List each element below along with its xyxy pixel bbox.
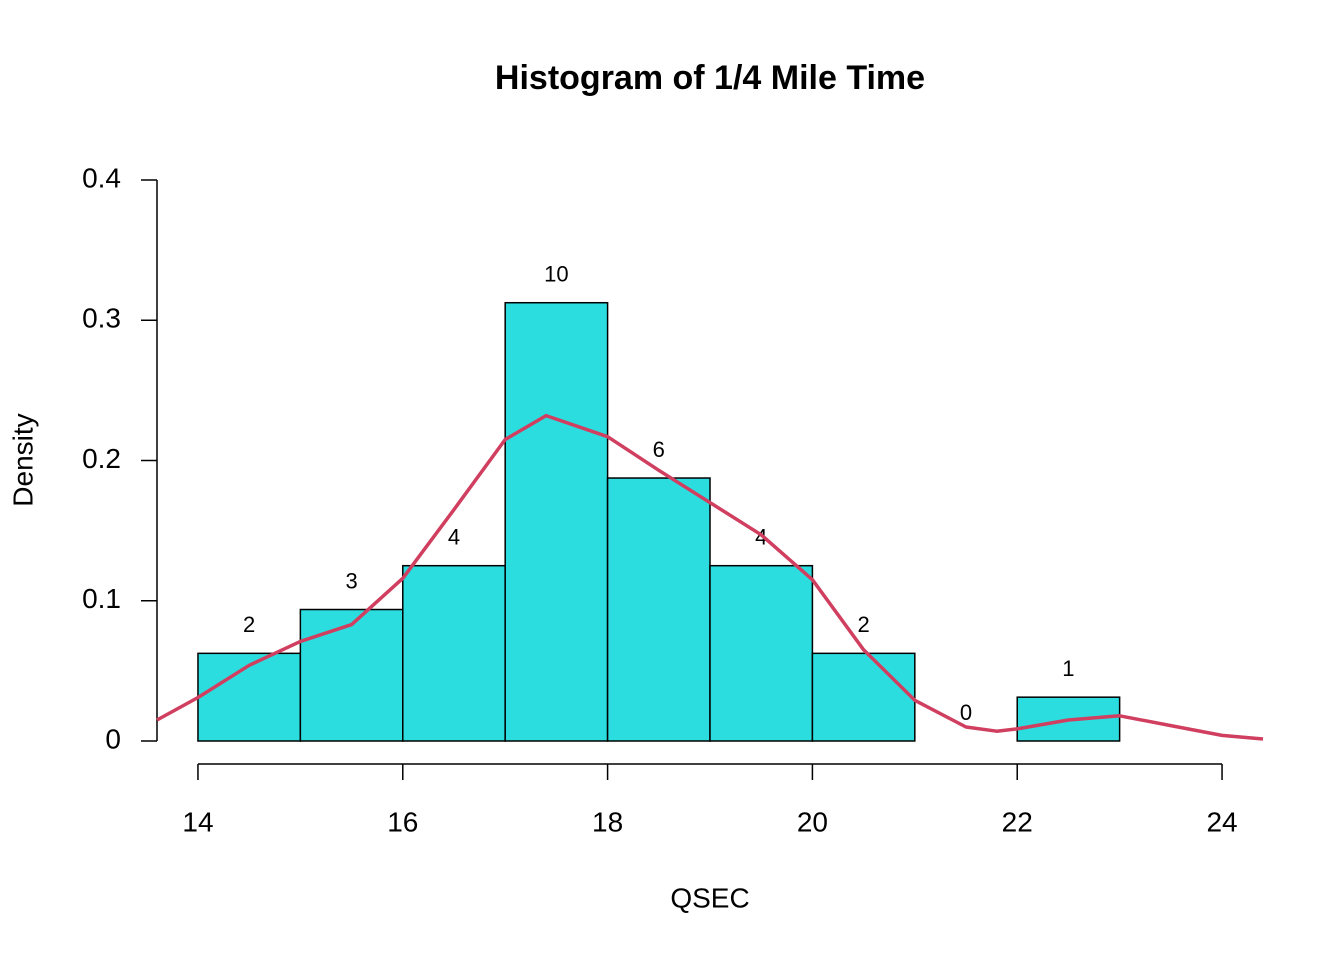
count-label: 2 <box>243 612 255 637</box>
x-axis-label: QSEC <box>670 882 749 913</box>
histogram-bar <box>811 652 916 742</box>
count-label: 1 <box>1062 656 1074 681</box>
histogram-bar <box>504 301 609 742</box>
x-tick-label: 18 <box>592 806 623 837</box>
y-tick-label: 0 <box>105 723 121 754</box>
histogram-bar <box>606 477 711 742</box>
y-tick-label: 0.2 <box>82 443 121 474</box>
x-tick-label: 24 <box>1206 806 1237 837</box>
count-label: 2 <box>857 612 869 637</box>
x-tick-label: 14 <box>182 806 213 837</box>
histogram-bar <box>402 564 506 742</box>
histogram-bar <box>197 652 302 742</box>
count-label: 0 <box>960 700 972 725</box>
histogram-bar <box>709 564 814 742</box>
y-tick-label: 0.3 <box>82 303 121 334</box>
count-label: 4 <box>448 525 460 550</box>
chart-title: Histogram of 1/4 Mile Time <box>495 59 925 97</box>
x-tick-label: 22 <box>1002 806 1033 837</box>
histogram-bar <box>299 608 404 742</box>
x-tick-label: 16 <box>387 806 418 837</box>
x-tick-label: 20 <box>797 806 828 837</box>
count-label: 6 <box>653 437 665 462</box>
y-axis-label: Density <box>7 413 38 506</box>
count-label: 3 <box>345 568 357 593</box>
density-curve <box>156 413 1264 741</box>
y-tick-label: 0.4 <box>82 162 121 193</box>
count-label: 10 <box>544 262 568 287</box>
y-tick-label: 0.1 <box>82 583 121 614</box>
